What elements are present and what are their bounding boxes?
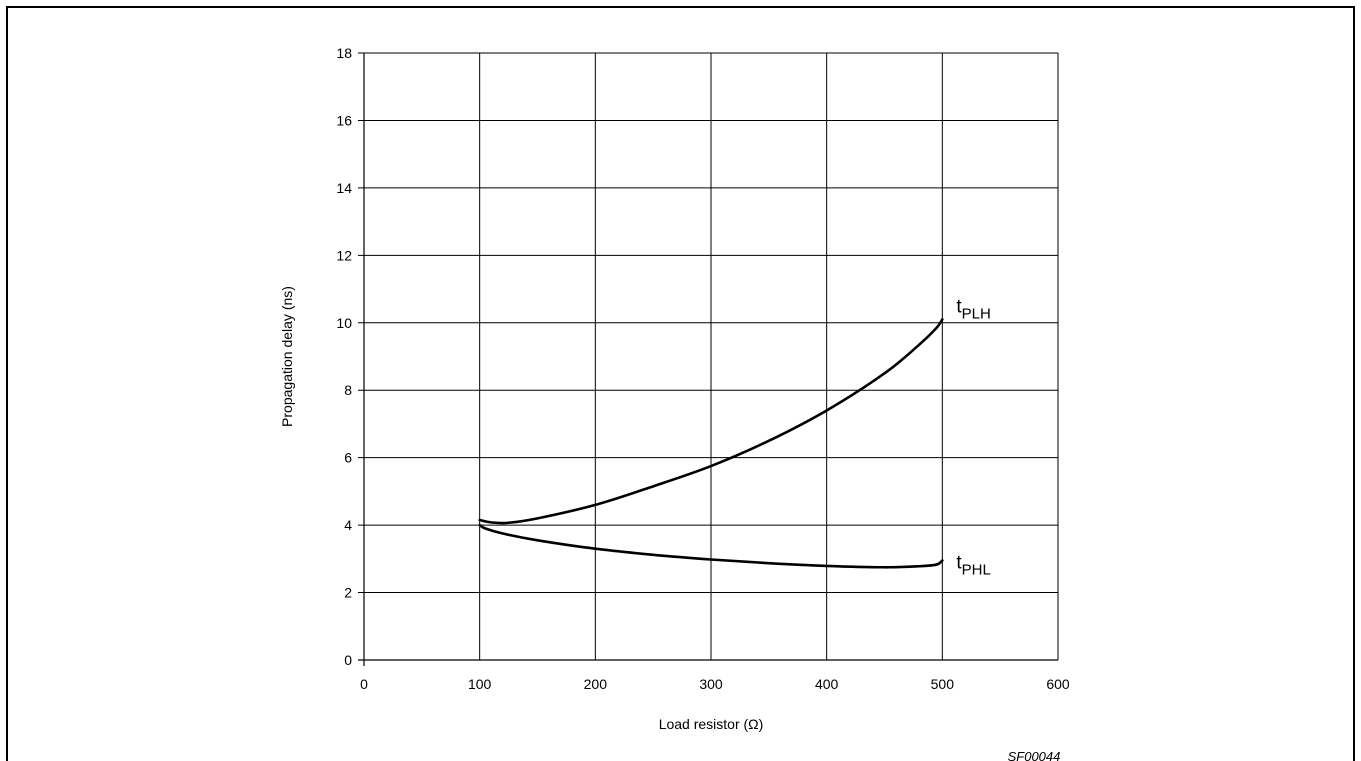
y-axis-title: Propagation delay (ns): [279, 286, 295, 427]
series-group: tPLH tPHL: [478, 296, 991, 579]
series-line-tPLH: [478, 318, 944, 525]
y-tick-label-4: 4: [344, 517, 352, 533]
y-tick-label-8: 8: [344, 382, 352, 398]
y-tick-label-12: 12: [336, 247, 352, 263]
y-tick-label-18: 18: [336, 45, 352, 61]
series-label-tPLH: tPLH: [956, 296, 990, 322]
x-tick-label-0: 0: [360, 676, 368, 692]
x-tick-label-400: 400: [815, 676, 839, 692]
series-line-tPHL: [478, 523, 944, 569]
figure-code: SF00044: [1008, 749, 1061, 761]
y-tick-label-16: 16: [336, 112, 352, 128]
x-tick-label-500: 500: [931, 676, 955, 692]
grid: [358, 52, 1059, 666]
y-tick-label-2: 2: [344, 585, 352, 601]
series-label-tPHL: tPHL: [956, 553, 990, 579]
x-tick-label-600: 600: [1046, 676, 1070, 692]
tick-labels: 0 100 200 300 400 500 600 0 2 4 6 8 10 12 14 16 18: [336, 45, 1069, 692]
y-tick-label-6: 6: [344, 450, 352, 466]
y-tick-label-10: 10: [336, 315, 352, 331]
outer-border: [6, 6, 1355, 761]
x-tick-label-300: 300: [699, 676, 723, 692]
x-tick-label-100: 100: [468, 676, 492, 692]
y-tick-label-14: 14: [336, 180, 352, 196]
x-tick-label-200: 200: [584, 676, 608, 692]
x-axis-title: Load resistor (Ω): [659, 716, 764, 732]
y-tick-label-0: 0: [344, 652, 352, 668]
